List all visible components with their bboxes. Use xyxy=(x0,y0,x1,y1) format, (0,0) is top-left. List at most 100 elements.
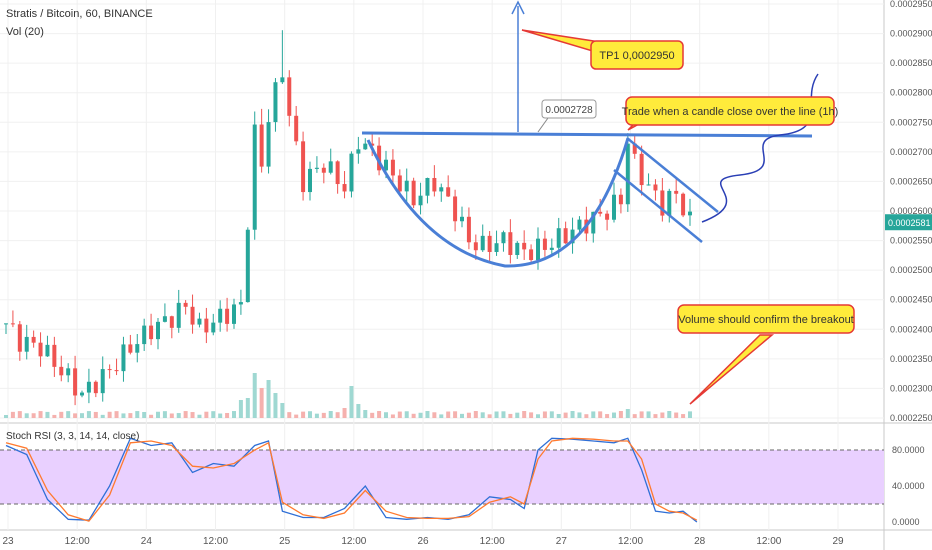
candle-body xyxy=(660,190,665,216)
candle-body xyxy=(259,124,264,167)
candle-body xyxy=(17,324,22,352)
candle-body xyxy=(211,322,216,333)
x-tick-label: 25 xyxy=(279,536,291,547)
volume-bar xyxy=(211,411,216,418)
candle-body xyxy=(494,243,499,252)
candle-body xyxy=(439,187,444,192)
candle-body xyxy=(625,143,630,205)
candle-body xyxy=(314,167,319,169)
candle-body xyxy=(390,159,395,176)
volume-bar xyxy=(156,411,160,418)
candle-body xyxy=(162,316,167,322)
candle-body xyxy=(349,153,354,192)
candle-body xyxy=(356,149,361,154)
y-tick-label: 0.0002950 xyxy=(890,0,932,9)
last-price-label: 0.0002581 xyxy=(888,218,931,228)
volume-bar xyxy=(563,412,568,418)
resistance-line xyxy=(361,131,813,138)
candle-body xyxy=(142,325,147,345)
volume-bar xyxy=(439,414,444,418)
candle-body xyxy=(308,168,312,193)
candle-body xyxy=(86,381,91,393)
x-tick-label: 12:00 xyxy=(65,536,90,547)
channel-lower-line xyxy=(613,169,703,243)
x-tick-label: 23 xyxy=(2,536,14,547)
candle-body xyxy=(598,211,603,214)
volume-bar xyxy=(169,413,174,418)
volume-bar xyxy=(397,411,402,418)
volume-bar xyxy=(598,411,603,418)
volume-bar xyxy=(529,412,534,418)
x-tick-label: 27 xyxy=(556,536,568,547)
volume-bar xyxy=(238,400,243,418)
candle-body xyxy=(31,336,36,343)
trade-note-label: Trade when a candle close over the line … xyxy=(622,106,839,118)
candle-body xyxy=(446,187,451,197)
volume-bar xyxy=(549,411,554,418)
candle-body xyxy=(190,306,195,325)
volume-bar xyxy=(605,414,610,418)
rsi-tick-label: 40.0000 xyxy=(892,481,925,491)
candle-body xyxy=(321,167,326,173)
candle-body xyxy=(294,115,299,142)
volume-bar xyxy=(681,414,686,418)
volume-bar xyxy=(287,412,292,418)
volume-bar xyxy=(639,411,644,418)
y-tick-label: 0.0002300 xyxy=(890,383,932,393)
volume-bar xyxy=(646,411,651,418)
volume-bar xyxy=(632,414,637,418)
volume-bar xyxy=(66,411,71,418)
volume-bar xyxy=(508,413,513,418)
candle-body xyxy=(501,232,506,244)
candle-body xyxy=(252,124,257,230)
volume-bar xyxy=(390,414,395,418)
volume-bar xyxy=(308,411,312,418)
volume-note-box xyxy=(677,304,855,334)
volume-bar xyxy=(466,412,471,418)
trade-note-box xyxy=(625,96,835,126)
volume-bar xyxy=(183,411,188,418)
candle-body xyxy=(667,190,672,216)
candle-body xyxy=(301,141,306,193)
volume-bar xyxy=(618,411,623,418)
candle-body xyxy=(363,143,368,150)
volume-bar xyxy=(204,411,209,418)
candle-body xyxy=(93,381,98,394)
volume-title: Vol (20) xyxy=(6,26,44,38)
volume-bar xyxy=(4,415,8,418)
candle-body xyxy=(287,77,292,116)
candle-body xyxy=(204,318,209,333)
volume-bar xyxy=(688,411,692,418)
volume-bar xyxy=(570,411,575,418)
x-tick-label: 29 xyxy=(832,536,844,547)
candle-body xyxy=(176,302,181,328)
volume-bar xyxy=(522,411,527,418)
volume-bar xyxy=(446,411,451,418)
volume-bar xyxy=(653,414,658,418)
candle-body xyxy=(618,194,623,205)
candle-body xyxy=(674,190,679,194)
candle-body xyxy=(681,193,686,216)
volume-bar xyxy=(259,388,264,418)
volume-bar xyxy=(384,412,388,418)
x-tick-label: 26 xyxy=(417,536,429,547)
candle-body xyxy=(480,235,485,251)
candle-body xyxy=(24,336,29,352)
rsi-d-line xyxy=(5,437,698,522)
volume-bar xyxy=(314,413,319,418)
volume-bar xyxy=(135,411,140,418)
volume-bar xyxy=(162,411,167,418)
cup-curve xyxy=(366,137,630,268)
volume-bar xyxy=(460,413,464,418)
x-tick-label: 12:00 xyxy=(341,536,366,547)
volume-bar xyxy=(501,411,506,418)
candle-body xyxy=(100,369,105,394)
volume-bar xyxy=(52,414,57,418)
candle-body xyxy=(688,211,692,216)
level-pointer xyxy=(537,117,549,133)
candle-body xyxy=(605,213,610,220)
volume-bar xyxy=(515,412,520,418)
candle-body xyxy=(328,161,333,173)
candle-body xyxy=(238,302,243,305)
